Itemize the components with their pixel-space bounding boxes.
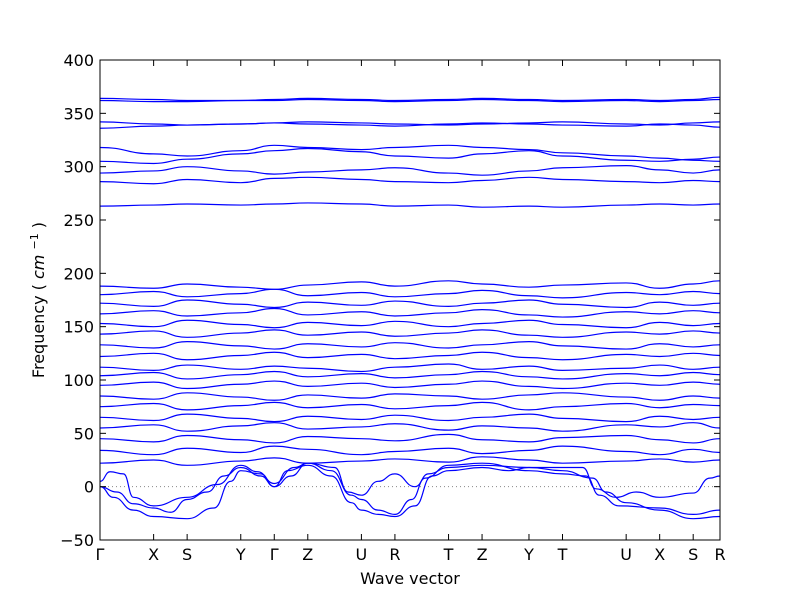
x-tick-label-0: Γ <box>96 545 105 564</box>
optical-band-3 <box>100 422 720 432</box>
x-tick-label-7: R <box>389 545 400 564</box>
y-tick-label: 100 <box>63 371 94 390</box>
acoustic-branch-0 <box>100 464 720 520</box>
optical-band-15 <box>100 299 720 309</box>
optical-band-1 <box>100 445 720 456</box>
y-axis-label-text: Frequency <box>29 295 48 378</box>
optical-band-21 <box>100 147 720 165</box>
y-axis-label: Frequency ( cm −1 ) <box>28 222 49 378</box>
optical-band-11 <box>100 340 720 350</box>
optical-band-5 <box>100 401 720 411</box>
x-tick-label-14: S <box>688 545 698 564</box>
y-tick-label: −50 <box>60 531 94 550</box>
optical-band-9 <box>100 363 720 373</box>
x-tick-label-2: S <box>182 545 192 564</box>
axis-ticks: −50 0 50 100 150 200 250 300 350 400 Γ X S Y Γ Z U R T Z Y T U… <box>60 51 725 564</box>
x-tick-label-6: U <box>356 545 368 564</box>
x-tick-label-4: Γ <box>270 545 279 564</box>
y-tick-label: 150 <box>63 318 94 337</box>
x-tick-label-12: U <box>620 545 632 564</box>
optical-band-6 <box>100 392 720 401</box>
optical-band-20 <box>100 164 720 176</box>
optical-band-12 <box>100 329 720 338</box>
y-axis-label-paren-open: ( <box>29 284 48 290</box>
y-tick-label: 0 <box>84 478 94 497</box>
y-tick-label: 350 <box>63 104 94 123</box>
x-tick-label-13: X <box>654 545 665 564</box>
y-tick-label: 200 <box>63 264 94 283</box>
acoustic-branch-2 <box>100 462 720 507</box>
x-tick-label-5: Z <box>302 545 313 564</box>
optical-band-4 <box>100 413 720 423</box>
optical-band-19 <box>100 176 720 185</box>
x-axis-label: Wave vector <box>360 569 460 588</box>
x-tick-label-1: X <box>148 545 159 564</box>
y-axis-label-unit-exp: −1 <box>28 233 41 249</box>
y-tick-label: 50 <box>74 424 94 443</box>
y-tick-label: 250 <box>63 211 94 230</box>
plot-area <box>99 59 721 541</box>
optical-band-16 <box>100 288 720 299</box>
optical-band-0 <box>100 456 720 466</box>
y-axis-label-paren-close: ) <box>29 222 48 228</box>
y-tick-label: 300 <box>63 158 94 177</box>
optical-band-13 <box>100 319 720 329</box>
x-tick-label-3: Y <box>235 545 246 564</box>
y-axis-label-unit: cm <box>29 255 48 279</box>
acoustic-branch-1 <box>100 462 720 516</box>
optical-band-18 <box>100 202 720 208</box>
optical-band-8 <box>100 370 720 380</box>
x-tick-label-15: R <box>714 545 725 564</box>
optical-band-7 <box>100 380 720 390</box>
optical-band-10 <box>100 351 720 361</box>
optical-band-22 <box>100 144 720 162</box>
optical-band-26 <box>100 96 720 102</box>
optical-band-17 <box>100 280 720 290</box>
x-tick-label-11: T <box>557 545 568 564</box>
y-tick-label: 400 <box>63 51 94 70</box>
x-tick-label-9: Z <box>477 545 488 564</box>
band-lines <box>100 96 720 520</box>
x-tick-label-8: T <box>443 545 454 564</box>
plot-frame <box>99 59 721 541</box>
x-tick-label-10: Y <box>523 545 534 564</box>
optical-band-14 <box>100 307 720 318</box>
optical-band-24 <box>100 121 720 126</box>
optical-band-2 <box>100 433 720 444</box>
